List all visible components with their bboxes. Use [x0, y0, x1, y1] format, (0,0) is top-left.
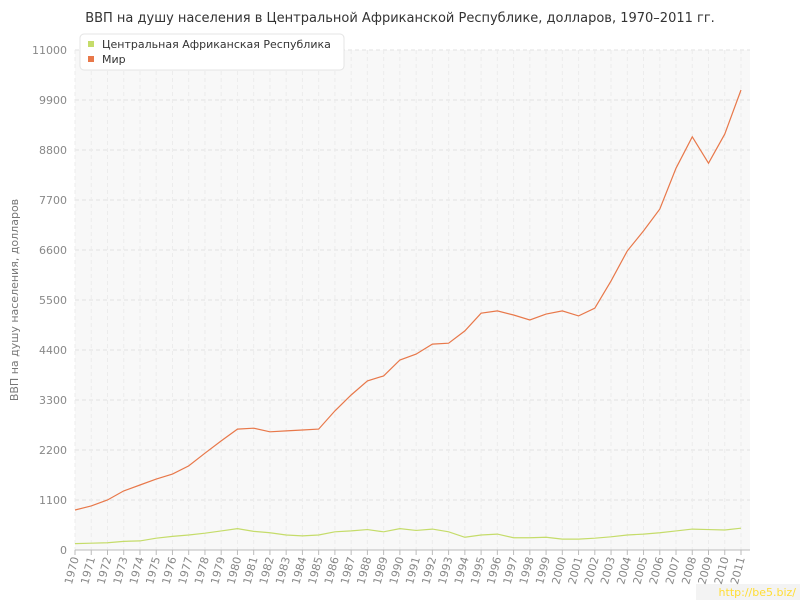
y-tick-label: 8800 — [39, 144, 67, 157]
y-tick-label: 1100 — [39, 494, 67, 507]
y-tick-label: 5500 — [39, 294, 67, 307]
y-tick-label: 7700 — [39, 194, 67, 207]
watermark: http://be5.biz/ — [719, 586, 797, 599]
y-tick-label: 6600 — [39, 244, 67, 257]
y-tick-label: 3300 — [39, 394, 67, 407]
chart-title: ВВП на душу населения в Центральной Афри… — [85, 11, 715, 26]
legend-swatch — [88, 41, 94, 47]
y-tick-label: 11000 — [32, 44, 67, 57]
legend-swatch — [88, 56, 94, 62]
series-line — [74, 89, 742, 511]
y-tick-label: 0 — [60, 544, 67, 557]
legend-label: Мир — [102, 53, 126, 66]
legend-label: Центральная Африканская Республика — [102, 38, 331, 51]
y-tick-label: 2200 — [39, 444, 67, 457]
y-axis-label: ВВП на душу населения, долларов — [8, 199, 21, 401]
legend-box — [79, 33, 345, 71]
series-line — [74, 527, 742, 545]
y-tick-label: 9900 — [39, 94, 67, 107]
watermark-box — [696, 584, 800, 600]
y-tick-label: 4400 — [39, 344, 67, 357]
